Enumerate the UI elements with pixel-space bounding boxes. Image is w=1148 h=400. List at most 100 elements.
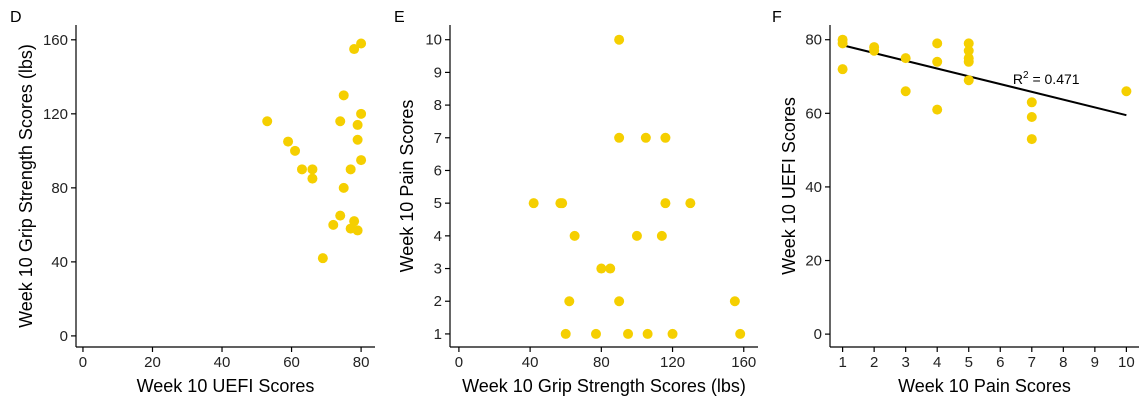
x-tick-label: 160 [731,354,756,371]
scatter-point [623,328,634,339]
scatter-point [328,219,339,230]
scatter-point [338,182,349,193]
scatter-point [356,155,367,166]
y-tick-label: 9 [434,64,442,81]
x-tick-label: 9 [1091,354,1099,371]
scatter-point [932,38,943,49]
scatter-point [349,44,360,55]
y-tick-label: 2 [434,293,442,310]
x-tick-label: 1 [838,354,846,371]
scatter-point [932,104,943,115]
scatter-point [307,164,318,175]
scatter-point [963,75,974,86]
scatter-point [317,253,328,264]
scatter-point [735,328,746,339]
scatter-point [1026,134,1037,145]
scatter-point [352,225,363,236]
x-axis-title: Week 10 Grip Strength Scores (lbs) [462,376,746,396]
panel-letter-f: F [772,9,782,26]
y-tick-label: 0 [814,326,822,343]
scatter-point [557,198,568,209]
scatter-point [963,56,974,67]
scatter-point [338,90,349,101]
panel-d: D 0 20 40 60 80 0 40 80 120 160 Week 10 UEFI Scores… [10,9,375,396]
scatter-point [963,38,974,49]
x-tick-label: 20 [144,354,161,371]
scatter-point [1026,112,1037,122]
y-tick-label: 6 [434,162,442,179]
scatter-point [900,86,911,97]
x-axis-title: Week 10 UEFI Scores [137,376,315,396]
scatter-point [262,116,273,127]
y-axis-title: Week 10 Pain Scores [397,100,417,273]
y-tick-label: 0 [60,328,68,345]
x-tick-label: 2 [870,354,878,371]
x-axis-title: Week 10 Pain Scores [898,376,1071,396]
scatter-point [596,263,607,274]
x-tick-label: 80 [353,354,370,371]
r-squared-annotation: R2 = 0.471 [1013,70,1080,87]
panel-f: F 1 2 3 4 5 6 7 8 9 10 0 20 40 60 80 Week 10 Pain Scores… [772,9,1139,396]
regression-line [842,44,1127,117]
panel-e: E 0 40 80 120 160 1 2 3 4 5 6 7 8 9 10 Week 10 Grip Stre… [394,9,758,396]
x-tick-label: 7 [1028,354,1036,371]
scatter-point [283,136,294,147]
x-tick-label: 80 [593,354,610,371]
scatter-point [640,132,651,143]
scatter-point [356,108,367,119]
y-axis-title: Week 10 UEFI Scores [779,97,799,275]
scatter-point [349,216,360,227]
x-tick-label: 0 [79,354,87,371]
y-tick-label: 120 [43,106,68,123]
scatter-point [642,328,653,339]
y-tick-label: 10 [425,32,442,49]
y-tick-label: 7 [434,130,442,147]
scatter-point [352,119,363,130]
r-symbol: R [1013,71,1023,87]
scatter-point [660,198,671,209]
r-squared-superscript: 2 [1023,70,1029,81]
x-tick-label: 40 [214,354,231,371]
scatter-point [729,296,740,307]
scatter-point [590,328,601,339]
y-tick-label: 20 [805,253,822,270]
scatter-point [614,296,625,307]
x-tick-label: 120 [660,354,685,371]
scatter-point [667,328,678,339]
y-tick-label: 8 [434,97,442,114]
scatter-point [296,164,307,175]
scatter-point [335,116,346,127]
scatter-point [307,173,318,184]
x-tick-label: 40 [522,354,539,371]
scatter-point [356,38,367,49]
scatter-point [605,263,616,274]
y-tick-label: 3 [434,261,442,278]
y-tick-label: 80 [51,180,68,197]
scatter-point [656,230,667,241]
scatter-point [963,45,974,56]
scatter-point [932,56,943,67]
y-tick-label: 40 [805,179,822,196]
r-squared-value: = 0.471 [1029,71,1080,87]
y-axis-title: Week 10 Grip Strength Scores (lbs) [16,44,36,328]
x-tick-label: 0 [455,354,463,371]
scatter-point [614,132,625,143]
y-tick-label: 160 [43,32,68,49]
scatter-point [1121,86,1132,97]
scatter-point [290,145,301,156]
scatter-point [837,64,848,75]
scatter-point [900,53,911,64]
x-tick-label: 8 [1059,354,1067,371]
y-tick-label: 1 [434,326,442,343]
scatter-point [660,132,671,143]
scatter-point [837,38,848,49]
x-tick-label: 60 [283,354,300,371]
scatter-point [335,210,346,221]
x-tick-label: 10 [1118,354,1135,371]
scatter-point [1026,97,1037,108]
y-tick-label: 60 [805,105,822,122]
scatter-point [345,164,356,175]
scatter-point [352,134,363,145]
x-tick-label: 6 [996,354,1004,371]
